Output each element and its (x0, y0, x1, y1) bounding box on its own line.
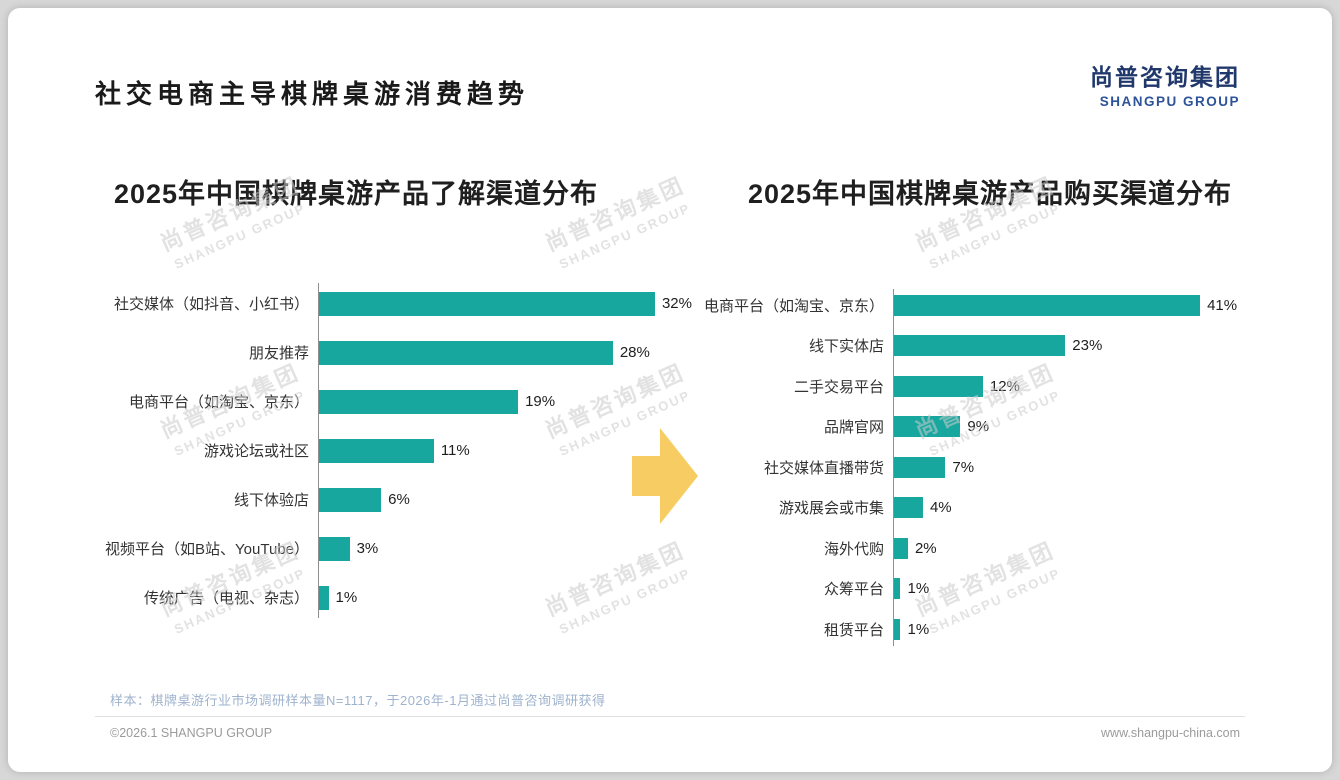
logo-cn-text: 尚普咨询集团 (1090, 64, 1240, 90)
value-label: 7% (952, 458, 975, 476)
category-label: 电商平台（如淘宝、京东） (703, 297, 884, 315)
category-label: 朋友推荐 (248, 345, 309, 362)
value-label: 4% (929, 499, 952, 517)
chart-row: 线下实体店 23% (700, 326, 1280, 367)
category-label: 游戏展会或市集 (778, 500, 884, 518)
value-label: 6% (388, 491, 410, 508)
category-label: 传统广告（电视、杂志） (143, 590, 309, 607)
category-label: 线下体验店 (233, 492, 309, 509)
bar (893, 456, 946, 478)
bar-track: 6% (318, 487, 410, 512)
bar-track: 11% (318, 438, 470, 463)
bar-track: 1% (893, 578, 930, 600)
chart-row: 电商平台（如淘宝、京东） 19% (90, 377, 622, 426)
bar (318, 291, 655, 316)
bar (893, 497, 923, 519)
slide: 社交电商主导棋牌桌游消费趋势 尚普咨询集团 SHANGPU GROUP 2025… (8, 8, 1332, 772)
category-label: 众筹平台 (823, 581, 884, 599)
chart-row: 电商平台（如淘宝、京东） 41% (700, 285, 1280, 326)
bar-track: 1% (318, 585, 358, 610)
bar (893, 294, 1201, 316)
chart-row: 视频平台（如B站、YouTube） 3% (90, 524, 622, 573)
value-label: 19% (525, 393, 556, 410)
category-label: 线下实体店 (808, 338, 884, 356)
chart-row: 线下体验店 6% (90, 475, 622, 524)
bar-track: 12% (893, 375, 1020, 397)
category-label: 社交媒体直播带货 (763, 459, 884, 477)
bar (893, 335, 1066, 357)
value-label: 12% (989, 377, 1020, 395)
category-label: 租赁平台 (823, 621, 884, 639)
bar (893, 618, 901, 640)
chart-awareness-title: 2025年中国棋牌桌游产品了解渠道分布 (113, 179, 599, 209)
value-label: 1% (907, 620, 930, 638)
category-label: 社交媒体（如抖音、小红书） (113, 296, 309, 313)
bar (893, 416, 961, 438)
value-label: 28% (619, 344, 650, 361)
arrow-right-icon (632, 428, 698, 524)
footer-divider (95, 716, 1245, 717)
value-label: 1% (907, 580, 930, 598)
category-label: 视频平台（如B站、YouTube） (105, 541, 309, 558)
bar-track: 9% (893, 416, 990, 438)
category-label: 二手交易平台 (793, 378, 884, 396)
chart-row: 品牌官网 9% (700, 407, 1280, 448)
bar (318, 585, 329, 610)
chart-row: 海外代购 2% (700, 528, 1280, 569)
bar (318, 487, 382, 512)
chart-row: 社交媒体（如抖音、小红书） 32% (90, 279, 692, 328)
value-label: 1% (335, 589, 358, 606)
chart-row: 游戏论坛或社区 11% (90, 426, 622, 475)
logo-en-text: SHANGPU GROUP (1099, 94, 1240, 109)
chart-purchase-title: 2025年中国棋牌桌游产品购买渠道分布 (747, 179, 1233, 209)
page-title: 社交电商主导棋牌桌游消费趋势 (95, 79, 530, 109)
website-text: www.shangpu-china.com (1101, 726, 1240, 740)
copyright-text: ©2026.1 SHANGPU GROUP (110, 726, 273, 740)
value-label: 9% (967, 418, 990, 436)
value-label: 2% (914, 539, 937, 557)
bar (318, 536, 350, 561)
chart-row: 传统广告（电视、杂志） 1% (90, 573, 622, 622)
bar-track: 32% (318, 291, 692, 316)
bar-track: 2% (893, 537, 937, 559)
value-label: 23% (1072, 337, 1103, 355)
bar (893, 537, 908, 559)
bar-track: 1% (893, 618, 930, 640)
category-label: 游戏论坛或社区 (203, 443, 309, 460)
value-label: 41% (1207, 296, 1238, 314)
value-label: 11% (440, 442, 470, 459)
bar-track: 4% (893, 497, 952, 519)
awareness-bar-rows: 社交媒体（如抖音、小红书） 32% 朋友推荐 28% 电商平台（如淘宝、京东） 19% 游戏… (90, 279, 692, 622)
bar (318, 340, 613, 365)
chart-row: 二手交易平台 12% (700, 366, 1280, 407)
bar-track: 41% (893, 294, 1238, 316)
category-label: 电商平台（如淘宝、京东） (128, 394, 309, 411)
category-label: 品牌官网 (823, 419, 884, 437)
category-label: 海外代购 (823, 540, 884, 558)
bar (318, 438, 434, 463)
sample-note: 样本：棋牌桌游行业市场调研样本量N=1117，于2026年-1月通过尚普咨询调研… (110, 693, 606, 708)
chart-row: 朋友推荐 28% (90, 328, 650, 377)
bar-track: 23% (893, 335, 1103, 357)
bar-track: 7% (893, 456, 975, 478)
purchase-bar-rows: 电商平台（如淘宝、京东） 41% 线下实体店 23% 二手交易平台 12% 品牌官网 9% 社交… (700, 285, 1280, 650)
bar (318, 389, 519, 414)
value-label: 3% (356, 540, 379, 557)
bar-track: 3% (318, 536, 379, 561)
bar (893, 375, 983, 397)
bar (893, 578, 901, 600)
bar-track: 28% (318, 340, 650, 365)
logo: 尚普咨询集团 SHANGPU GROUP (1090, 58, 1240, 109)
bar-track: 19% (318, 389, 556, 414)
chart-row: 租赁平台 1% (700, 609, 1280, 650)
chart-row: 社交媒体直播带货 7% (700, 447, 1280, 488)
chart-row: 游戏展会或市集 4% (700, 488, 1280, 529)
value-label: 32% (661, 295, 692, 312)
chart-row: 众筹平台 1% (700, 569, 1280, 610)
